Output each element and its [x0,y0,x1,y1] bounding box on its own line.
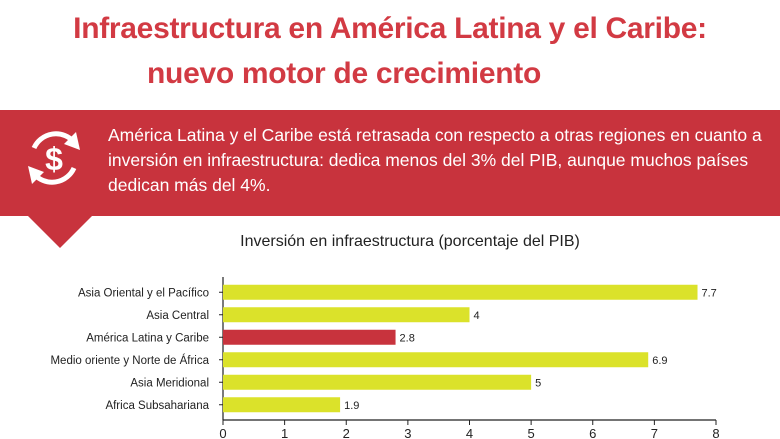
x-tick-label: 2 [343,426,350,439]
page-title: Infraestructura en América Latina y el C… [0,6,780,96]
bar-value-label: 2.8 [400,332,415,344]
x-tick-label: 3 [404,426,411,439]
info-banner: $ América Latina y el Caribe está retras… [0,110,780,216]
category-label: Medio oriente y Norte de África [50,354,209,367]
x-tick-label: 7 [651,426,658,439]
bar [223,329,396,345]
chart-title: Inversión en infraestructura (porcentaje… [240,233,580,250]
dollar-cycle-icon: $ [28,131,80,185]
category-label: América Latina y Caribe [86,332,209,344]
category-label: Asia Central [146,310,209,322]
title-line-2: nuevo motor de crecimiento [147,57,541,90]
bar [223,307,470,323]
svg-text:$: $ [45,141,63,177]
category-label: Asia Oriental y el Pacífico [78,287,209,299]
x-tick-label: 5 [528,426,535,439]
bar-chart: Asia Oriental y el Pacífico 7.7 Asia Centr… [50,277,720,439]
bar [223,352,649,368]
category-label: Asia Meridional [130,377,209,389]
title-line-1: Infraestructura en América Latina y el C… [73,12,707,45]
x-tick-label: 6 [589,426,596,439]
x-tick-label: 1 [281,426,288,439]
bar-value-label: 6.9 [652,355,667,367]
bar-value-label: 5 [535,377,541,389]
category-label: Africa Subsahariana [105,400,209,412]
bar [223,397,341,413]
banner-text: América Latina y el Caribe está retrasad… [108,125,762,195]
bar-value-label: 7.7 [702,287,717,299]
bar [223,374,532,390]
x-tick-label: 8 [712,426,719,439]
bar-value-label: 4 [474,310,480,322]
bar [223,284,698,300]
x-tick-label: 0 [219,426,226,439]
down-arrow-icon [26,190,94,248]
bar-value-label: 1.9 [344,400,359,412]
x-tick-label: 4 [466,426,473,439]
